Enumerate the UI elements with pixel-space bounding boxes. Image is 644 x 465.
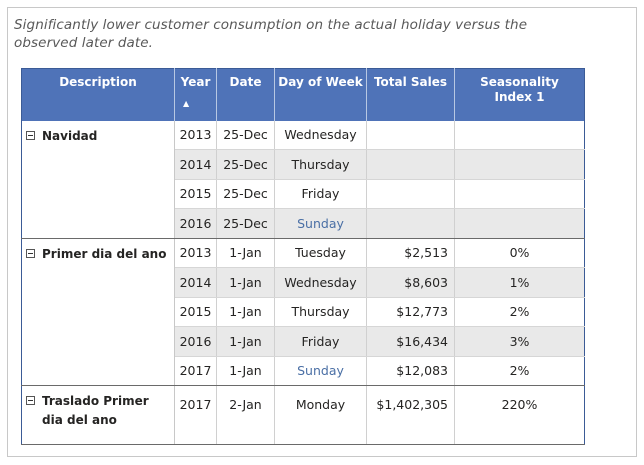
year-cell: 2017 [174,385,217,445]
year-cell: 2016 [174,326,217,357]
year-cell: 2013 [174,238,217,268]
seasonality-index-cell [454,179,585,209]
date-cell: 25-Dec [216,208,275,239]
table-row: 2014 25-Dec Thursday [22,149,585,180]
year-cell: 2015 [174,297,217,327]
day-of-week-cell: Sunday [274,356,367,386]
day-of-week-cell: Thursday [274,297,367,327]
total-sales-cell [366,208,455,239]
total-sales-cell: $12,773 [366,297,455,327]
day-of-week-cell: Sunday [274,208,367,239]
seasonality-index-cell [454,208,585,239]
date-cell: 25-Dec [216,120,275,150]
year-cell: 2013 [174,120,217,150]
seasonality-index-cell: 220% [454,385,585,445]
seasonality-index-cell: 0% [454,238,585,268]
seasonality-index-cell [454,149,585,180]
column-header-date[interactable]: Date [216,68,275,121]
day-of-week-cell: Thursday [274,149,367,180]
table-row: Traslado Primer dia del ano 2017 2-Jan Mond… [21,385,585,445]
date-cell: 1-Jan [216,356,275,386]
day-of-week-cell: Wednesday [274,267,367,298]
total-sales-cell: $8,603 [366,267,455,298]
collapse-minus-icon[interactable] [26,248,35,258]
table-row: 2014 1-Jan Wednesday $8,603 1% [22,267,585,298]
table-row: 2017 1-Jan Sunday $12,083 2% [22,356,585,386]
year-cell: 2014 [174,267,217,298]
seasonality-index-cell: 2% [454,297,585,327]
total-sales-cell: $2,513 [366,238,455,268]
table-header-row: Description Year ▲ Date Day of Week Tota… [21,68,585,121]
date-cell: 1-Jan [216,238,275,268]
group-label: Navidad [42,128,98,143]
total-sales-cell [366,179,455,209]
collapse-minus-icon[interactable] [26,130,35,140]
year-cell: 2016 [174,208,217,239]
collapse-minus-icon[interactable] [26,396,35,405]
day-of-week-cell: Tuesday [274,238,367,268]
table-row: 2015 1-Jan Thursday $12,773 2% [22,297,585,327]
column-header-description[interactable]: Description [21,68,175,121]
date-cell: 1-Jan [216,267,275,298]
day-of-week-cell: Friday [274,326,367,357]
visual-title: Significantly lower customer consumption… [14,17,528,51]
year-cell: 2017 [174,356,217,386]
seasonality-index-cell: 2% [454,356,585,386]
group-label: Traslado Primer dia del ano [42,394,149,427]
total-sales-cell: $16,434 [366,326,455,357]
table-row: 2016 25-Dec Sunday [22,208,585,239]
table-row: 2016 1-Jan Friday $16,434 3% [22,326,585,357]
group-cell: Traslado Primer dia del ano [21,385,175,445]
date-cell: 1-Jan [216,297,275,327]
seasonality-index-cell: 3% [454,326,585,357]
year-cell: 2014 [174,149,217,180]
column-header-total-sales[interactable]: Total Sales [366,68,455,121]
date-cell: 2-Jan [216,385,275,445]
table-row: Navidad 2013 25-Dec Wednesday [21,120,585,239]
year-cell: 2015 [174,179,217,209]
column-header-seasonality-index[interactable]: Seasonality Index 1 [454,68,585,121]
day-of-week-cell: Wednesday [274,120,367,150]
group-cell: Primer dia del ano [21,238,175,386]
day-of-week-cell: Monday [274,385,367,445]
seasonality-index-cell: 1% [454,267,585,298]
sort-ascending-icon[interactable]: ▲ [183,99,190,108]
total-sales-cell [366,149,455,180]
table-row: 2015 25-Dec Friday [22,179,585,209]
total-sales-cell: $1,402,305 [366,385,455,445]
date-cell: 1-Jan [216,326,275,357]
table-row: Primer dia del ano 2013 1-Jan Tuesday $2,513… [21,238,585,386]
column-header-day-of-week[interactable]: Day of Week [274,68,367,121]
day-of-week-cell: Friday [274,179,367,209]
seasonality-index-cell [454,120,585,150]
total-sales-cell [366,120,455,150]
column-header-year[interactable]: Year ▲ [174,68,217,121]
date-cell: 25-Dec [216,149,275,180]
holiday-sales-table: Description Year ▲ Date Day of Week Tota… [21,68,585,445]
group-label: Primer dia del ano [42,246,167,261]
date-cell: 25-Dec [216,179,275,209]
total-sales-cell: $12,083 [366,356,455,386]
group-cell: Navidad [21,120,175,239]
